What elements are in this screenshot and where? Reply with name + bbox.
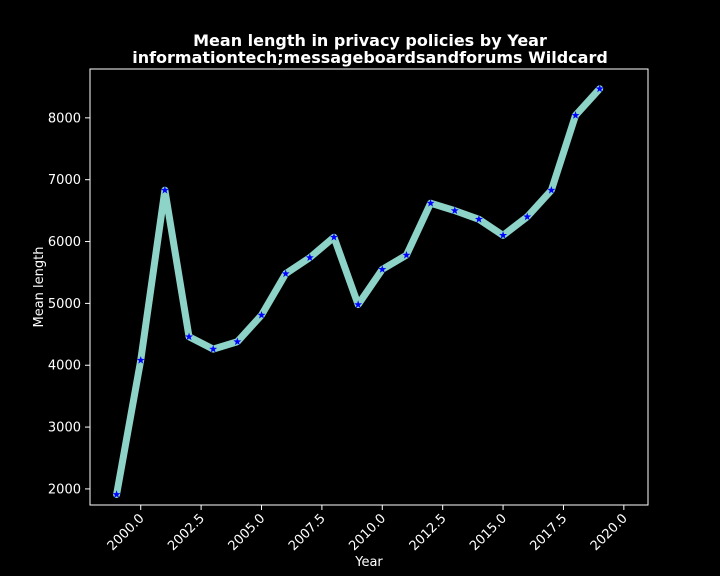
x-tick-label: 2000.0 (105, 511, 148, 554)
y-axis: 2000 3000 4000 5000 6000 7000 8000 (48, 111, 90, 497)
data-point-marker (233, 337, 242, 346)
x-tick-label: 2017.5 (528, 511, 571, 554)
x-tick-label: 2010.0 (346, 511, 389, 554)
data-point-marker (523, 212, 532, 221)
data-point-marker (474, 215, 483, 223)
data-point-marker (450, 206, 459, 215)
x-tick-label: 2002.5 (165, 511, 208, 554)
data-point-marker (160, 186, 169, 194)
series-layer (112, 84, 604, 498)
data-point-marker (499, 231, 508, 239)
data-point-marker (354, 300, 363, 309)
y-tick-label: 2000 (48, 482, 81, 497)
chart-title-line1: Mean length in privacy policies by Year (193, 31, 547, 50)
data-point-marker (571, 111, 580, 119)
plot-area-frame (89, 68, 649, 506)
y-tick-label: 8000 (48, 111, 81, 126)
data-point-marker (257, 310, 266, 319)
x-tick-label: 2005.0 (226, 511, 269, 554)
y-tick-label: 6000 (48, 235, 81, 250)
x-tick-label: 2020.0 (588, 511, 631, 554)
y-axis-label: Mean length (32, 247, 47, 328)
y-tick-label: 4000 (48, 359, 81, 374)
data-point-marker (547, 186, 556, 194)
data-point-marker (329, 233, 338, 241)
data-point-marker (281, 269, 290, 278)
data-point-marker (136, 356, 145, 364)
data-point-marker (305, 253, 314, 262)
chart-title-line2: informationtech;messageboardsandforums W… (132, 48, 608, 67)
y-tick-label: 7000 (48, 173, 81, 188)
data-point-marker (209, 344, 218, 353)
data-point-marker (378, 265, 387, 273)
x-axis-label: Year (354, 555, 383, 570)
data-point-marker (402, 250, 411, 259)
series-line (113, 85, 604, 498)
data-point-marker (185, 332, 194, 341)
data-point-marker (426, 199, 435, 207)
x-tick-label: 2007.5 (286, 511, 329, 554)
x-axis: 2000.0 2002.5 2005.0 2007.5 2010.0 2012.5 2015… (105, 505, 631, 554)
x-tick-label: 2012.5 (407, 511, 450, 554)
y-tick-label: 3000 (48, 421, 81, 436)
data-point-marker (595, 84, 604, 93)
y-tick-label: 5000 (48, 297, 81, 312)
x-tick-label: 2015.0 (467, 511, 510, 554)
data-point-marker (112, 490, 121, 498)
